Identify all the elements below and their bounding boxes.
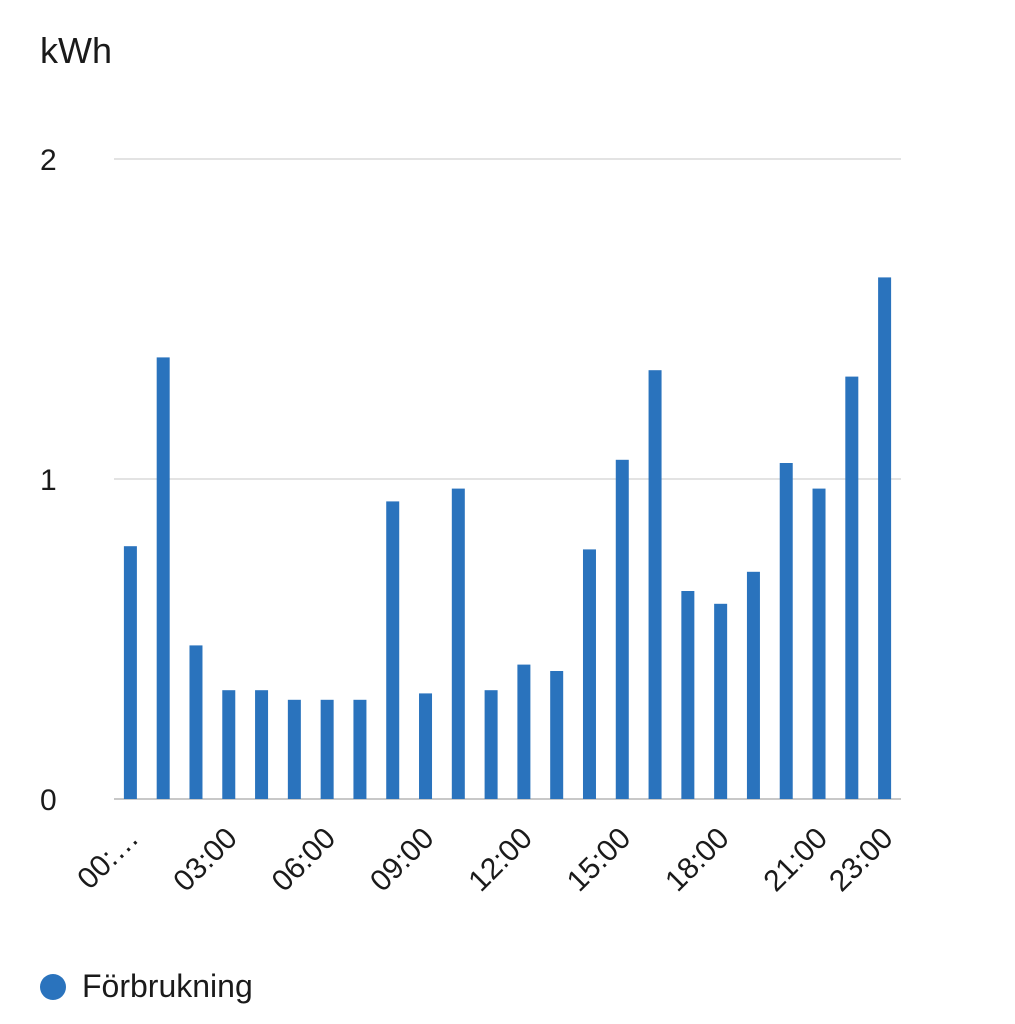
bar-1700[interactable]	[681, 591, 695, 799]
y-axis-ticks: 0 1 2	[40, 144, 57, 817]
bar-0800[interactable]	[386, 501, 400, 799]
bar-2100[interactable]	[812, 488, 826, 799]
bar-0900[interactable]	[419, 693, 433, 799]
legend-label: Förbrukning	[82, 968, 253, 1004]
x-tick-label: 12:00	[462, 822, 538, 898]
gridlines	[114, 158, 901, 800]
bar-0400[interactable]	[255, 690, 269, 799]
y-tick-label: 2	[40, 144, 57, 177]
x-tick-label: 15:00	[561, 822, 637, 898]
unit-label: kWh	[40, 30, 112, 71]
bar-0300[interactable]	[222, 690, 236, 799]
bar-1900[interactable]	[746, 571, 760, 799]
legend[interactable]: Förbrukning	[40, 968, 253, 1005]
bar-0500[interactable]	[287, 699, 301, 799]
x-tick-label: 18:00	[659, 822, 735, 898]
legend-swatch	[40, 973, 66, 1000]
x-axis-ticks: 00:… 03:00 06:00 09:00 12:00 15:00 18:00 21:002…	[71, 822, 899, 898]
bar-0200[interactable]	[189, 645, 203, 799]
bar-0100[interactable]	[156, 357, 170, 799]
x-tick-label: 23:00	[823, 822, 899, 898]
bar-1200[interactable]	[517, 664, 531, 799]
x-tick-label: 21:00	[758, 822, 834, 898]
x-tick-label: 09:00	[364, 822, 440, 898]
bars	[123, 277, 892, 799]
y-tick-label: 0	[40, 784, 57, 817]
bar-0700[interactable]	[353, 699, 367, 799]
x-tick-label: 03:00	[167, 822, 243, 898]
x-tick-label: 00:…	[71, 822, 145, 896]
bar-1100[interactable]	[484, 690, 498, 799]
bar-2300[interactable]	[878, 277, 892, 799]
bar-1000[interactable]	[451, 488, 465, 799]
bar-2200[interactable]	[845, 376, 859, 799]
bar-chart: kWh 0 1 2 00:… 03:00 06:00 09:00 12:00 15:00 18:…	[40, 30, 901, 898]
bar-1600[interactable]	[648, 370, 662, 799]
bar-2000[interactable]	[779, 463, 793, 799]
bar-1400[interactable]	[582, 549, 596, 799]
bar-1500[interactable]	[615, 459, 629, 799]
bar-0600[interactable]	[320, 699, 334, 799]
x-tick-label: 06:00	[266, 822, 342, 898]
y-tick-label: 1	[40, 464, 57, 497]
bar-0000[interactable]	[123, 546, 137, 799]
bar-1300[interactable]	[550, 671, 564, 799]
bar-1800[interactable]	[714, 603, 728, 799]
